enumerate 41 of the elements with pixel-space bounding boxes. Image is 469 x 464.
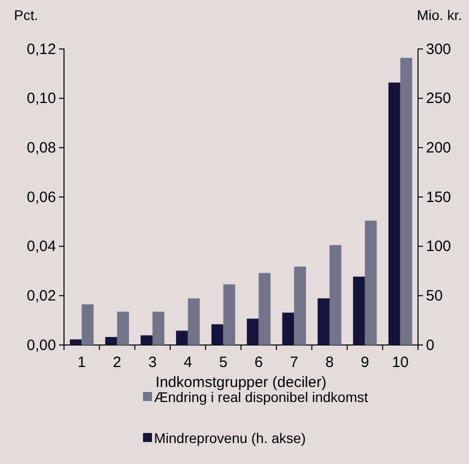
y-tick-label: 0,12 — [26, 40, 56, 58]
y2-tick-label: 200 — [426, 139, 452, 156]
bar — [152, 312, 164, 345]
bar — [105, 337, 118, 345]
bar — [70, 339, 82, 345]
x-tick-label: 6 — [254, 354, 263, 371]
y2-tick-label: 250 — [426, 90, 452, 108]
y2-tick-label: 50 — [426, 287, 443, 304]
bar — [188, 298, 200, 345]
x-tick-label: 4 — [184, 354, 192, 371]
x-tick-label: 2 — [112, 354, 122, 371]
legend-label: Mindreprovenu (h. akse) — [154, 430, 306, 446]
x-tick-label: 10 — [392, 354, 409, 371]
y-tick-label: 0,08 — [26, 139, 56, 156]
y-tick-label: 0,06 — [26, 188, 56, 206]
x-tick-label: 3 — [148, 354, 157, 371]
x-tick-label: 5 — [219, 354, 228, 371]
x-tick-label: 8 — [325, 354, 334, 371]
y2-axis-title: Mio. kr. — [416, 7, 462, 23]
y-tick-label: 0,02 — [26, 287, 56, 304]
x-axis-title: Indkomstgrupper (deciler) — [156, 374, 326, 391]
x-tick-label: 7 — [290, 354, 298, 371]
bar — [258, 272, 271, 345]
y-tick-label: 0,10 — [26, 90, 56, 108]
y-tick-label: 0,00 — [26, 336, 56, 354]
y2-tick-label: 0 — [426, 336, 434, 354]
y2-tick-label: 150 — [426, 188, 452, 206]
x-tick-label: 9 — [360, 354, 370, 371]
x-tick-label: 1 — [78, 354, 86, 371]
y2-tick-label: 100 — [426, 238, 452, 256]
bar — [223, 284, 236, 345]
legend-label: Ændring i real disponibel indkomst — [154, 389, 368, 405]
y-tick-label: 0,04 — [26, 238, 56, 256]
bar — [330, 245, 342, 345]
y-axis-title: Pct. — [14, 7, 38, 23]
bar — [117, 312, 129, 345]
bar — [82, 304, 94, 345]
bar — [294, 266, 306, 345]
y2-tick-label: 300 — [426, 40, 452, 58]
bar — [140, 335, 152, 345]
bar — [176, 330, 188, 345]
